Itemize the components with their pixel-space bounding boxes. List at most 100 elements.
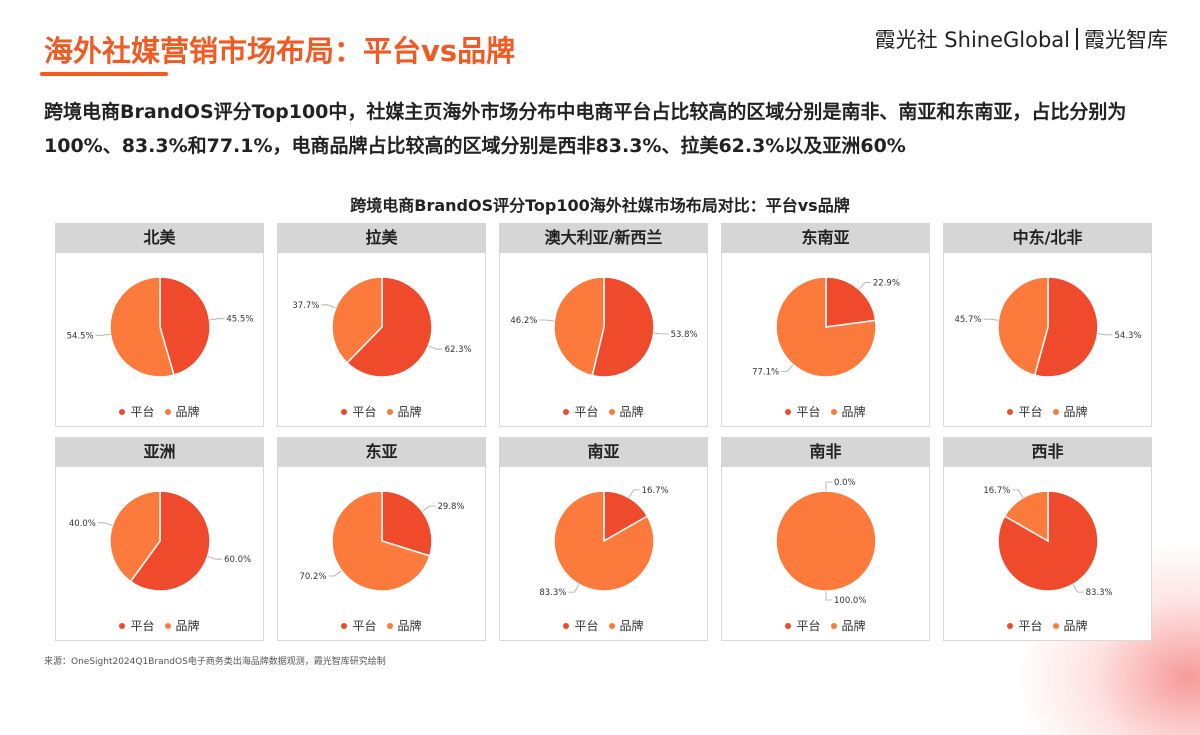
data-label-leader-line [628, 489, 640, 498]
legend-item: 品牌 [608, 403, 644, 420]
brand-divider [1076, 28, 1078, 50]
pie-panel-title: 西非 [943, 437, 1152, 467]
legend-label: 品牌 [397, 619, 422, 633]
pie-slice-brand [331, 276, 383, 364]
data-label: 54.3% [1115, 331, 1142, 341]
pie-panel-title: 北美 [55, 223, 264, 253]
legend-item: 品牌 [386, 403, 422, 420]
legend-item: 品牌 [1052, 617, 1088, 634]
brand-logo: 霞光社 ShineGlobal 霞光智库 [875, 24, 1168, 54]
legend-item: 品牌 [830, 617, 866, 634]
pie-panel: 拉美 62.3% 37.7% 平台 品牌 [277, 223, 486, 427]
legend-label: 品牌 [1063, 619, 1088, 633]
pie-panel: 中东/北非 54.3% 45.7% 平台 品牌 [943, 223, 1152, 427]
summary-text: 跨境电商BrandOS评分Top100中，社媒主页海外市场分布中电商平台占比较高… [44, 101, 1127, 157]
data-label: 16.7% [983, 486, 1010, 496]
pie-panel-title: 东南亚 [721, 223, 930, 253]
legend-label: 平台 [1018, 619, 1043, 633]
pie-panel: 西非 83.3% 16.7% 平台 品牌 [943, 437, 1152, 641]
chart-legend: 平台 品牌 [278, 617, 485, 634]
chart-legend: 平台 品牌 [944, 617, 1151, 634]
pie-panel-title: 中东/北非 [943, 223, 1152, 253]
pie-panel-title: 东亚 [277, 437, 486, 467]
data-label-leader-line [568, 584, 580, 593]
legend-item: 平台 [1007, 403, 1043, 420]
chart-title: 跨境电商BrandOS评分Top100海外社媒市场布局对比：平台vs品牌 [350, 196, 850, 215]
legend-swatch [1007, 622, 1014, 629]
data-label-leader-line [207, 556, 223, 560]
legend-label: 平台 [796, 619, 821, 633]
legend-swatch [341, 408, 348, 415]
data-label-leader-line [781, 364, 794, 372]
data-label: 40.0% [69, 519, 96, 529]
legend-label: 平台 [352, 619, 377, 633]
brand-name-shineglobal: 霞光社 ShineGlobal [874, 28, 1070, 52]
data-label: 29.8% [438, 502, 465, 512]
legend-item: 平台 [341, 617, 377, 634]
legend-label: 平台 [574, 405, 599, 419]
legend-label: 平台 [130, 619, 155, 633]
pie-panel-title: 南亚 [499, 437, 708, 467]
legend-item: 平台 [341, 403, 377, 420]
pie-slice-brand [109, 490, 161, 583]
chart-legend: 平台 品牌 [56, 403, 263, 420]
chart-legend: 平台 品牌 [722, 617, 929, 634]
pie-panel: 东南亚 22.9% 77.1% 平台 品牌 [721, 223, 930, 427]
pie-panel: 南非 0.0% 100.0% 平台 品牌 [721, 437, 930, 641]
data-label-leader-line [858, 282, 871, 290]
chart-legend: 平台 品牌 [56, 617, 263, 634]
legend-label: 平台 [130, 405, 155, 419]
data-label-leader-line [539, 319, 555, 322]
data-label: 0.0% [834, 478, 856, 488]
data-label: 37.7% [292, 301, 319, 311]
data-label: 62.3% [445, 345, 472, 355]
data-label: 70.2% [299, 572, 326, 582]
pie-slice-platform [603, 490, 649, 543]
data-label: 22.9% [873, 279, 900, 289]
data-label-leader-line [428, 345, 443, 350]
legend-item: 平台 [563, 403, 599, 420]
legend-item: 品牌 [830, 403, 866, 420]
data-label: 16.7% [642, 486, 669, 496]
data-label: 45.7% [954, 315, 981, 325]
chart-legend: 平台 品牌 [278, 403, 485, 420]
pie-slice-platform [1033, 276, 1099, 378]
pie-chart: 0.0% 100.0% [775, 478, 877, 606]
pie-panel: 澳大利亚/新西兰 53.8% 46.2% 平台 品牌 [499, 223, 708, 427]
pie-panel-title: 拉美 [277, 223, 486, 253]
data-label-leader-line [825, 591, 832, 601]
pie-panel-title: 澳大利亚/新西兰 [499, 223, 708, 253]
pie-chart: 45.5% 54.5% [67, 276, 253, 378]
legend-label: 品牌 [841, 405, 866, 419]
pie-panel: 亚洲 60.0% 40.0% 平台 品牌 [55, 437, 264, 641]
legend-item: 平台 [785, 403, 821, 420]
legend-swatch [563, 622, 570, 629]
legend-item: 平台 [563, 617, 599, 634]
data-label: 45.5% [226, 315, 253, 325]
legend-swatch [785, 408, 792, 415]
pie-slice-platform [381, 490, 433, 557]
data-label-leader-line [97, 522, 113, 526]
pie-chart: 16.7% 83.3% [539, 486, 669, 598]
legend-swatch [608, 622, 615, 629]
legend-label: 品牌 [841, 619, 866, 633]
data-label-leader-line [328, 570, 342, 577]
legend-item: 品牌 [386, 617, 422, 634]
legend-swatch [1052, 408, 1059, 415]
pie-slice-brand [1003, 490, 1049, 543]
legend-item: 品牌 [1052, 403, 1088, 420]
legend-swatch [341, 622, 348, 629]
pie-chart: 83.3% 16.7% [983, 486, 1113, 598]
legend-swatch [785, 622, 792, 629]
legend-label: 平台 [796, 405, 821, 419]
data-label-leader-line [653, 332, 669, 335]
data-label: 83.3% [1086, 588, 1113, 598]
legend-swatch [164, 622, 171, 629]
legend-label: 品牌 [175, 619, 200, 633]
legend-label: 品牌 [619, 405, 644, 419]
legend-swatch [119, 408, 126, 415]
legend-item: 平台 [119, 403, 155, 420]
data-label-leader-line [983, 318, 999, 321]
data-label-leader-line [1072, 584, 1084, 593]
legend-item: 平台 [119, 617, 155, 634]
